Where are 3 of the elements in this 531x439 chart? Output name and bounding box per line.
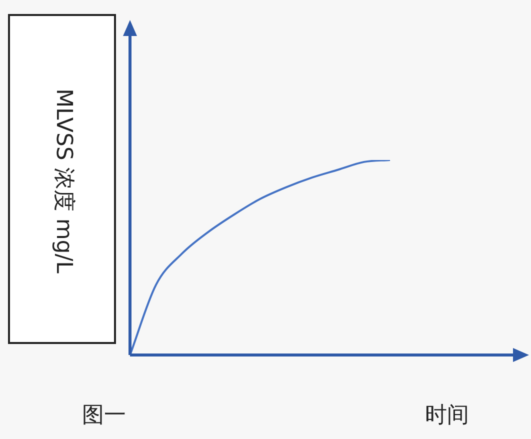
x-axis-title: 时间: [425, 402, 469, 430]
y-axis-title: MLVSS 浓度 mg/L: [50, 88, 77, 274]
text: 图一: [82, 402, 126, 430]
